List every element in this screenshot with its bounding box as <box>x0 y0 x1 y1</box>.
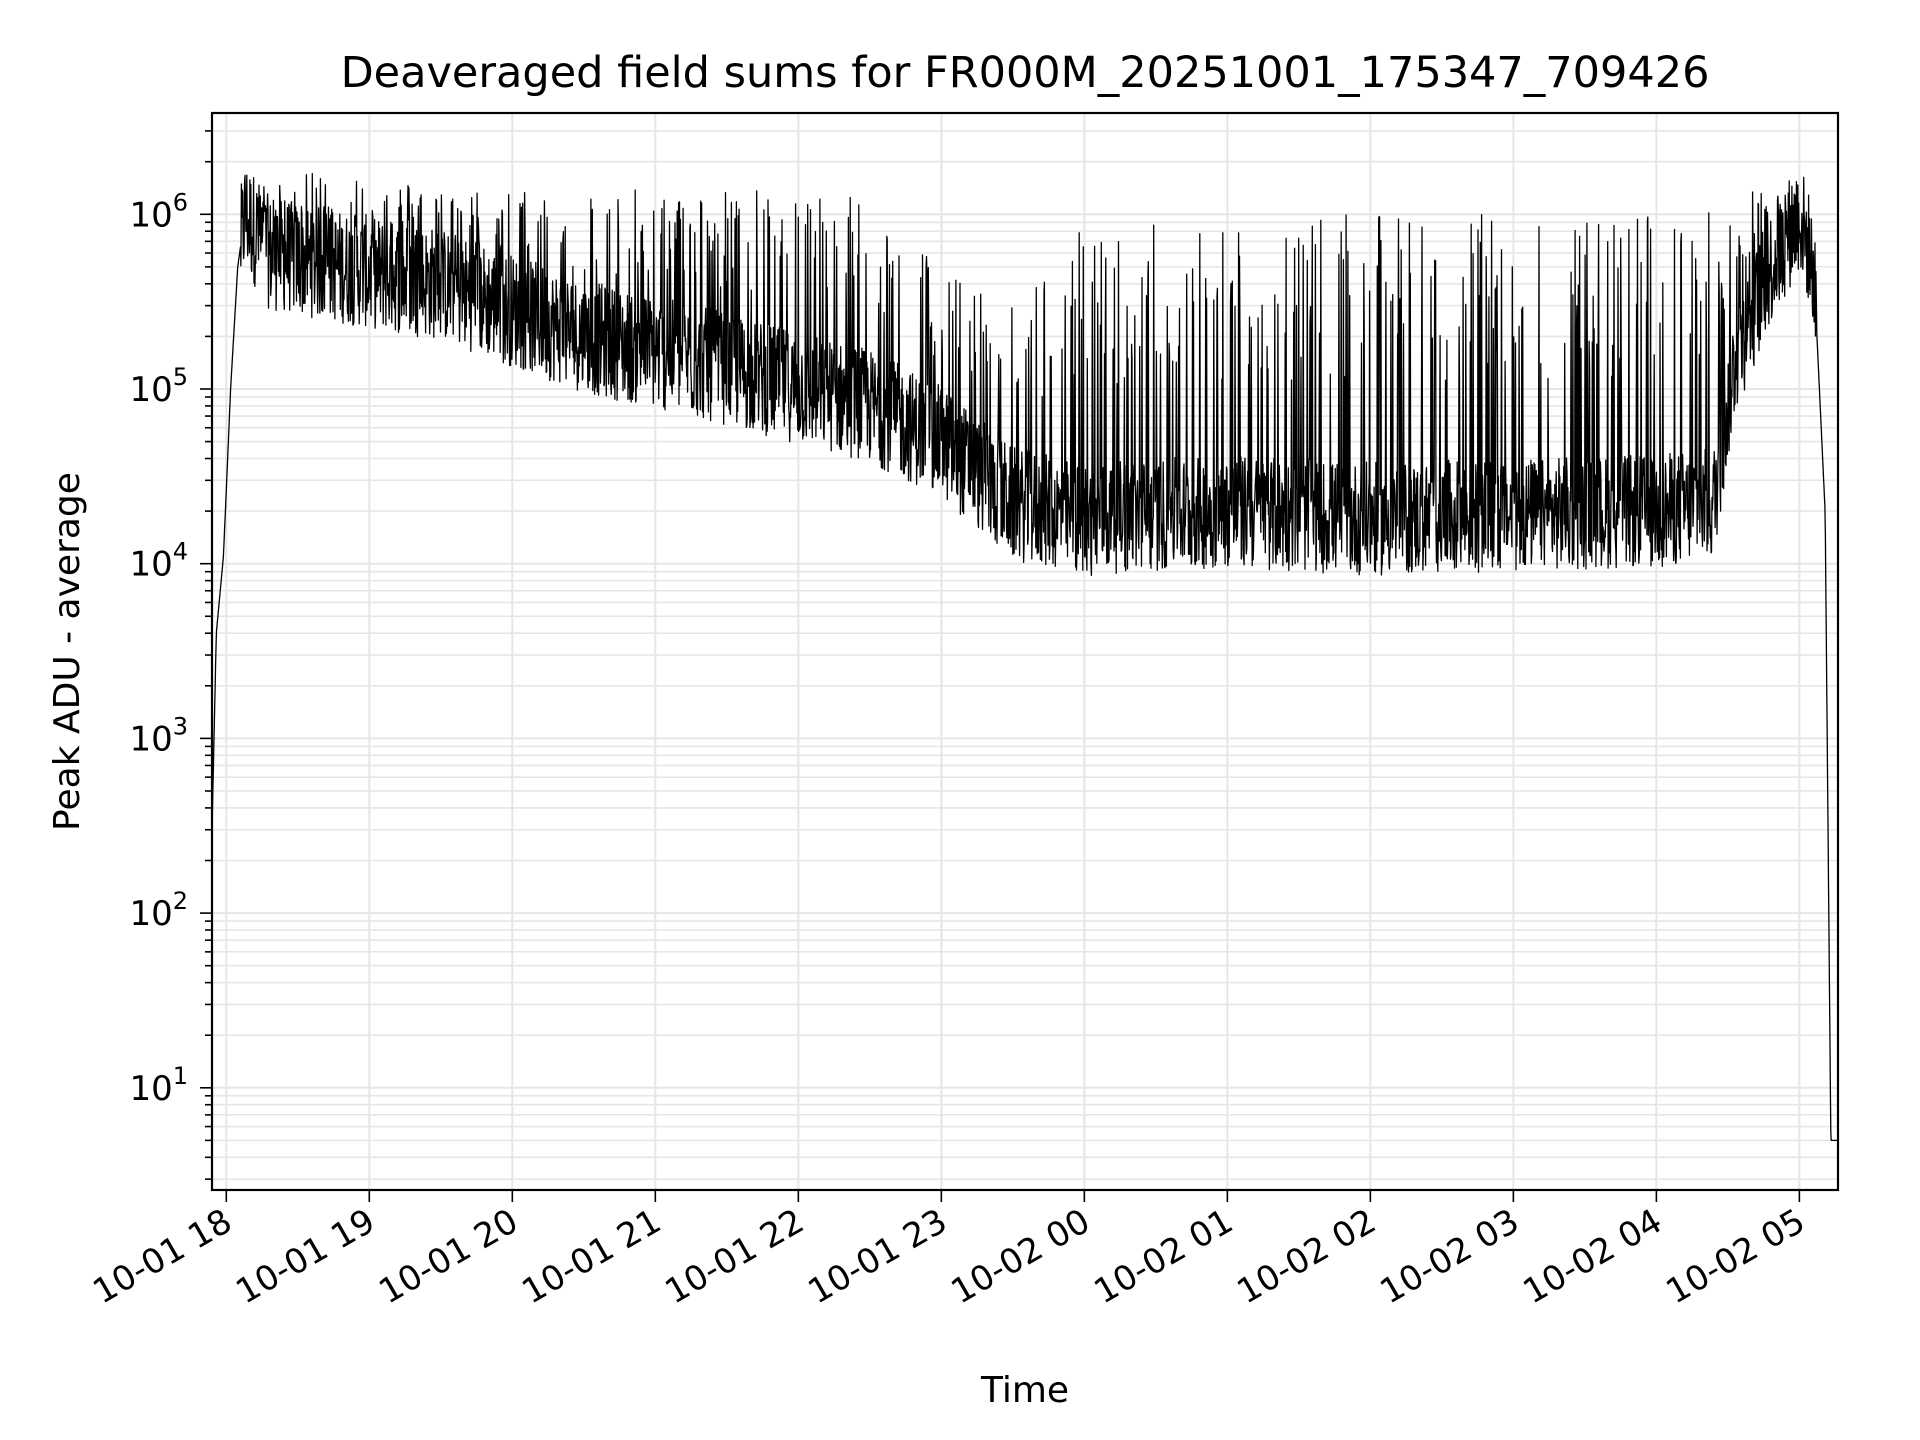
y-axis-label: Peak ADU - average <box>47 472 88 831</box>
y-tick-label: 106 <box>129 188 188 235</box>
plot-frame <box>210 111 1840 1192</box>
y-tick-label: 101 <box>129 1062 188 1109</box>
chart-title: Deaveraged field sums for FR000M_2025100… <box>341 48 1710 98</box>
y-tick-label: 104 <box>129 538 188 585</box>
series-line <box>211 173 1839 1142</box>
y-tick-label: 102 <box>129 887 188 934</box>
data-series <box>211 173 1839 1142</box>
y-tick-label: 105 <box>129 363 188 410</box>
x-axis-label: Time <box>980 1370 1069 1411</box>
y-tick-label: 103 <box>129 712 188 759</box>
